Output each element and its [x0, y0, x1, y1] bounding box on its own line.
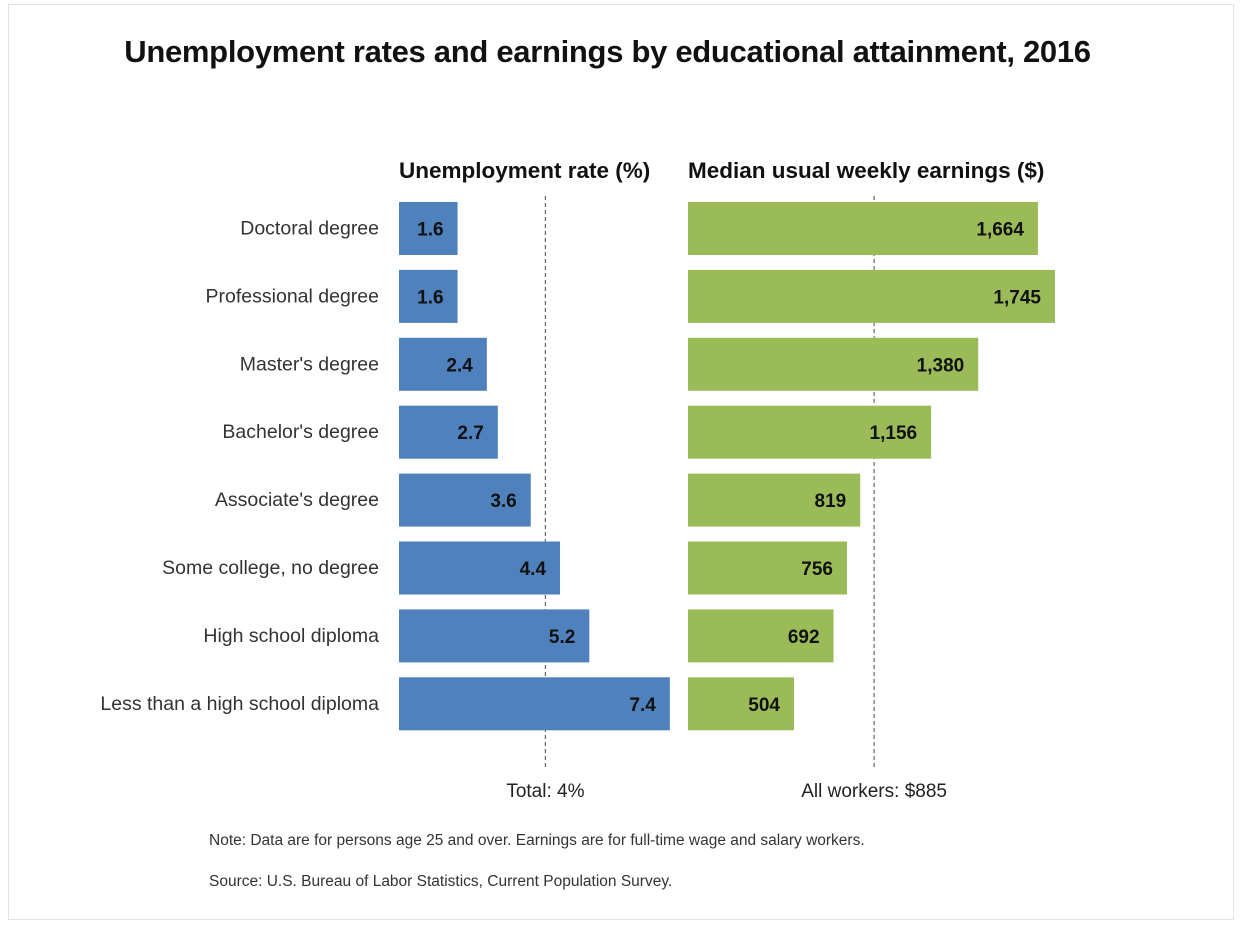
unemployment-bar — [399, 609, 590, 663]
earnings-panel-title: Median usual weekly earnings ($) — [688, 158, 1044, 183]
earnings-bar — [688, 677, 794, 731]
unemployment-bar — [399, 541, 561, 595]
unemployment-bar — [399, 202, 458, 255]
unemployment-bar — [399, 337, 487, 391]
unemployment-bar — [399, 269, 458, 323]
chart-frame — [8, 4, 1234, 920]
unemployment-panel-title: Unemployment rate (%) — [399, 158, 650, 183]
unemployment-value-label: 1.6 — [417, 287, 443, 308]
earnings-value-label: 1,380 — [917, 355, 965, 376]
earnings-bar — [688, 202, 1038, 255]
category-label: Master's degree — [240, 353, 379, 375]
earnings-value-label: 756 — [801, 559, 833, 580]
earnings-reference-label: All workers: $885 — [801, 781, 947, 802]
earnings-bar — [688, 609, 834, 663]
unemployment-value-label: 3.6 — [490, 491, 516, 512]
unemployment-value-label: 2.7 — [457, 423, 483, 444]
earnings-value-label: 692 — [788, 627, 820, 648]
category-label: Professional degree — [206, 285, 379, 307]
unemployment-value-label: 2.4 — [446, 355, 473, 376]
category-label: Bachelor's degree — [222, 421, 379, 443]
earnings-bar — [688, 473, 861, 527]
category-label: Associate's degree — [215, 489, 379, 511]
earnings-value-label: 1,745 — [993, 287, 1041, 308]
earnings-value-label: 1,664 — [976, 220, 1024, 241]
unemployment-value-label: 7.4 — [629, 695, 656, 716]
unemployment-value-label: 5.2 — [549, 627, 575, 648]
unemployment-reference-label: Total: 4% — [506, 781, 584, 802]
unemployment-value-label: 4.4 — [520, 559, 547, 580]
chart-source: Source: U.S. Bureau of Labor Statistics,… — [209, 873, 673, 890]
unemployment-bar — [399, 677, 670, 731]
earnings-bar — [688, 405, 932, 459]
category-label: High school diploma — [203, 625, 379, 647]
unemployment-bar — [399, 405, 498, 459]
earnings-bar — [688, 269, 1055, 323]
earnings-bar — [688, 541, 847, 595]
earnings-value-label: 819 — [815, 491, 847, 512]
earnings-value-label: 1,156 — [870, 423, 918, 444]
earnings-value-label: 504 — [748, 695, 780, 716]
category-label: Doctoral degree — [240, 218, 379, 240]
chart-title: Unemployment rates and earnings by educa… — [124, 34, 1091, 69]
unemployment-bar — [399, 473, 531, 527]
chart-note: Note: Data are for persons age 25 and ov… — [209, 832, 865, 849]
unemployment-value-label: 1.6 — [417, 220, 443, 241]
category-label: Some college, no degree — [162, 557, 379, 579]
category-label: Less than a high school diploma — [100, 693, 379, 715]
earnings-bar — [688, 337, 979, 391]
